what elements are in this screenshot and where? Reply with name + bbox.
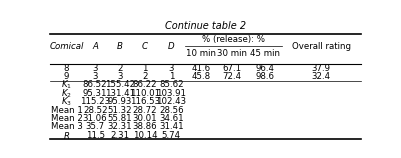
- Text: 2.31: 2.31: [111, 131, 130, 140]
- Text: A: A: [92, 42, 98, 51]
- Text: D: D: [168, 42, 175, 51]
- Text: 96.4: 96.4: [255, 64, 274, 73]
- Text: Overall rating: Overall rating: [292, 42, 351, 51]
- Text: $K_1$: $K_1$: [61, 79, 72, 91]
- Text: 11.5: 11.5: [86, 131, 105, 140]
- Text: 3: 3: [93, 72, 98, 81]
- Text: 28.72: 28.72: [133, 106, 157, 115]
- Text: % (release): %: % (release): %: [202, 35, 265, 44]
- Text: 30 min: 30 min: [217, 49, 247, 58]
- Text: 10.14: 10.14: [133, 131, 157, 140]
- Text: 85.62: 85.62: [159, 80, 184, 89]
- Text: 10 min: 10 min: [186, 49, 216, 58]
- Text: 116.53: 116.53: [130, 97, 160, 106]
- Text: $K_3$: $K_3$: [61, 95, 72, 108]
- Text: 110.01: 110.01: [130, 89, 160, 98]
- Text: 55.81: 55.81: [108, 114, 132, 123]
- Text: $K_2$: $K_2$: [61, 87, 72, 100]
- Text: Mean 3: Mean 3: [51, 122, 82, 131]
- Text: 2: 2: [142, 72, 148, 81]
- Text: 31.06: 31.06: [83, 114, 107, 123]
- Text: 67.1: 67.1: [223, 64, 241, 73]
- Text: B: B: [117, 42, 123, 51]
- Text: 86.22: 86.22: [133, 80, 157, 89]
- Text: 98.6: 98.6: [255, 72, 274, 81]
- Text: 37.9: 37.9: [312, 64, 331, 73]
- Text: 51.32: 51.32: [108, 106, 132, 115]
- Text: 45 min: 45 min: [249, 49, 279, 58]
- Text: 41.6: 41.6: [191, 64, 211, 73]
- Text: 86.52: 86.52: [83, 80, 107, 89]
- Text: 1: 1: [142, 64, 148, 73]
- Text: 1: 1: [168, 72, 174, 81]
- Text: 103.91: 103.91: [156, 89, 186, 98]
- Text: 95.31: 95.31: [83, 89, 107, 98]
- Text: 31.41: 31.41: [159, 122, 184, 131]
- Text: 5.74: 5.74: [162, 131, 181, 140]
- Text: Mean 2: Mean 2: [51, 114, 82, 123]
- Text: 32.31: 32.31: [108, 122, 132, 131]
- Text: 32.4: 32.4: [312, 72, 331, 81]
- Text: 9: 9: [64, 72, 69, 81]
- Text: 2: 2: [117, 64, 123, 73]
- Text: Continue table 2: Continue table 2: [165, 21, 246, 31]
- Text: 72.4: 72.4: [223, 72, 241, 81]
- Text: 131.41: 131.41: [105, 89, 135, 98]
- Text: 3: 3: [168, 64, 174, 73]
- Text: 8: 8: [64, 64, 69, 73]
- Text: 28.52: 28.52: [83, 106, 107, 115]
- Text: Comical: Comical: [49, 42, 84, 51]
- Text: 34.61: 34.61: [159, 114, 184, 123]
- Text: 102.43: 102.43: [156, 97, 186, 106]
- Text: 3: 3: [93, 64, 98, 73]
- Text: Mean 1: Mean 1: [51, 106, 82, 115]
- Text: 28.56: 28.56: [159, 106, 184, 115]
- Text: 95.93: 95.93: [108, 97, 132, 106]
- Text: 38.86: 38.86: [133, 122, 157, 131]
- Text: 155.42: 155.42: [105, 80, 135, 89]
- Text: 115.23: 115.23: [80, 97, 110, 106]
- Text: 30.01: 30.01: [133, 114, 157, 123]
- Text: $R$: $R$: [63, 130, 70, 141]
- Text: 35.7: 35.7: [86, 122, 105, 131]
- Text: 45.8: 45.8: [191, 72, 211, 81]
- Text: 3: 3: [117, 72, 123, 81]
- Text: C: C: [142, 42, 148, 51]
